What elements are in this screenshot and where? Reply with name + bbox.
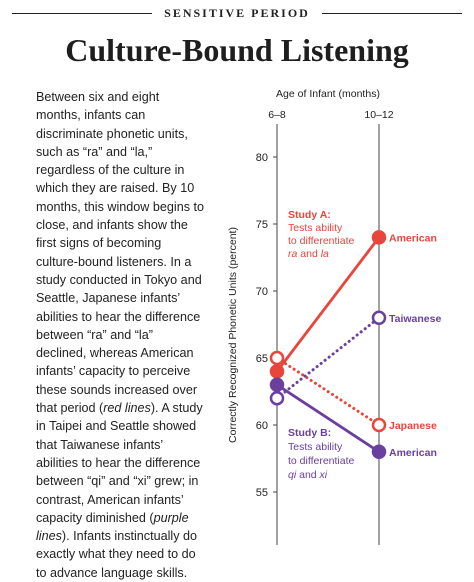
y-tick-label: 80 <box>256 152 268 164</box>
study-a-line-2: Tests ability <box>288 222 343 234</box>
kicker: SENSITIVE PERIOD <box>0 4 474 24</box>
series-label: Japanese <box>389 420 437 432</box>
study-b-title: Study B: <box>288 427 331 439</box>
series-label: Taiwanese <box>389 313 441 325</box>
study-a-term-la: la <box>321 248 329 260</box>
data-point-american-study-b <box>371 444 387 460</box>
body-text: Between six and eight months, infants ca… <box>36 88 204 582</box>
study-a-and: and <box>297 248 320 260</box>
y-tick-label: 65 <box>256 353 268 365</box>
data-point-taiwanese-study-b <box>371 310 387 326</box>
study-b-line-4: qi and xi <box>288 469 328 481</box>
series-line-taiwanese-study-b <box>275 316 381 400</box>
study-a-line-4: ra and la <box>288 248 329 260</box>
series-line-american-study-a <box>275 235 381 373</box>
series-line-american-study-b <box>275 383 381 454</box>
data-point-japanese-study-a <box>269 350 285 366</box>
data-point-american-study-a <box>371 230 387 245</box>
data-point-taiwanese-study-b <box>269 390 285 406</box>
study-b-term-qi: qi <box>288 469 297 481</box>
kicker-rule-right <box>322 13 462 14</box>
study-b-line-2: Tests ability <box>288 441 343 453</box>
body-text-part-1: Between six and eight months, infants ca… <box>36 90 205 416</box>
y-axis-title: Correctly Recognized Phonetic Units (per… <box>227 227 239 443</box>
data-point-american-study-b <box>269 377 285 393</box>
study-b-term-xi: xi <box>319 469 328 481</box>
study-a-term-ra: ra <box>288 248 297 260</box>
study-b-line-3: to differentiate <box>288 455 355 467</box>
body-text-emphasis-red: red lines <box>103 401 151 416</box>
series-label: American <box>389 447 437 459</box>
study-a-title: Study A: <box>288 209 331 221</box>
y-tick-label: 75 <box>256 219 268 231</box>
kicker-rule-left <box>12 13 152 14</box>
kicker-label: SENSITIVE PERIOD <box>164 6 310 20</box>
data-point-japanese-study-a <box>371 417 387 433</box>
series-line-japanese-study-a <box>275 356 381 427</box>
x-axis-title: Age of Infant (months) <box>276 88 380 100</box>
x-tick-label-1: 6–8 <box>268 109 286 121</box>
study-b-and: and <box>296 469 319 481</box>
series-label: American <box>389 232 437 244</box>
y-tick-label: 70 <box>256 286 268 298</box>
y-tick-label: 60 <box>256 420 268 432</box>
page-title: Culture-Bound Listening <box>65 32 409 68</box>
body-text-emphasis-purple: purple lines <box>36 510 189 544</box>
study-b-annotation: Study B: Tests ability to differentiate … <box>288 427 355 481</box>
body-text-part-2: ). A study in Taipei and Seattle showed … <box>36 401 203 525</box>
study-a-line-3: to differentiate <box>288 235 355 247</box>
study-a-annotation: Study A: Tests ability to differentiate … <box>288 209 355 260</box>
y-tick-label: 55 <box>256 487 268 499</box>
x-tick-label-2: 10–12 <box>364 109 393 121</box>
data-point-american-study-a <box>269 364 285 379</box>
